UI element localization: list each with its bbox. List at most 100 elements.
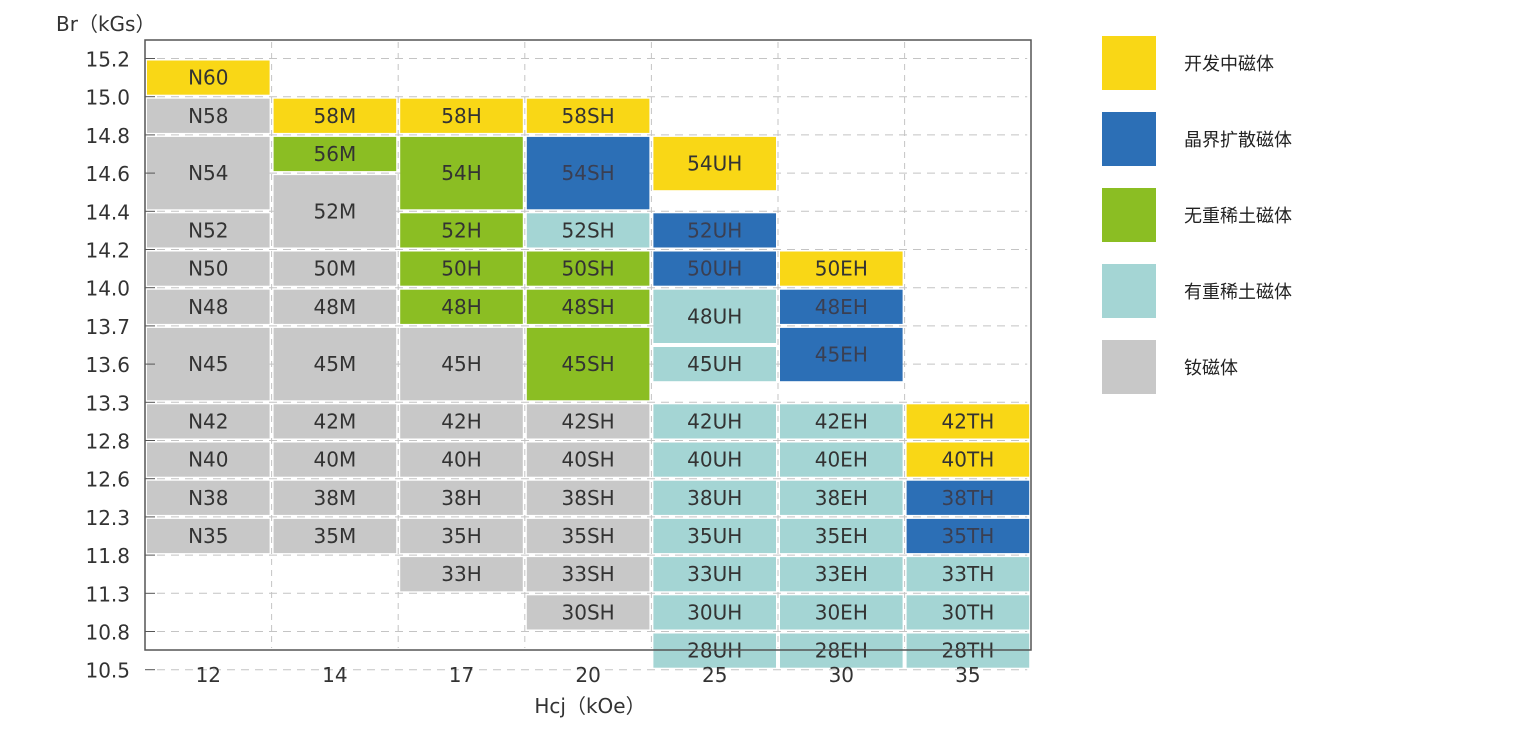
grade-cell: 38UH [653,480,776,515]
grade-label: 45SH [562,352,615,376]
grade-cell: 54UH [653,136,776,191]
grade-label: 38SH [562,486,615,510]
legend-label-nohre: 无重稀土磁体 [1184,206,1292,227]
grade-cell: 38TH [906,480,1030,515]
grade-cell: 45H [400,327,523,401]
x-tick-label: 17 [449,663,474,687]
grade-cell: 52UH [653,213,776,248]
grade-cell-rect [400,480,523,515]
x-axis-label: Hcj（kOe） [534,694,645,718]
grade-label: 52M [314,199,357,223]
legend-swatch-dev [1102,36,1156,90]
y-tick-label: 14.2 [85,239,130,263]
y-tick-label: 10.8 [85,621,130,645]
x-tick-label: 30 [829,663,854,687]
grade-label: 52H [441,218,482,242]
y-tick-label: 12.3 [85,506,130,530]
axis-ticks: 15.2 15.0 14.8 14.6 14.4 14.2 14.0 13.7 13.6 13.3… [85,48,980,688]
plot-frame [144,39,1032,651]
legend-swatch-gbd [1102,112,1156,166]
grade-label: 40H [441,448,482,472]
grade-cell-rect [147,480,270,515]
grade-label: 40M [314,448,357,472]
grade-label: 52SH [562,218,615,242]
grade-label: 58M [314,104,357,128]
grade-label: 50UH [687,257,742,281]
grade-cell: N45 [147,327,270,401]
grade-cell-rect [906,595,1030,630]
grade-label: 33EH [815,562,868,586]
y-tick-label: 13.7 [85,315,130,339]
grade-cell: 42UH [653,404,776,439]
grade-cell-rect [906,518,1030,554]
grade-cell-rect [526,442,650,477]
legend-swatch-hre [1102,264,1156,318]
grade-cell-rect [653,251,776,286]
grade-cell: N35 [147,518,270,554]
grade-cell: 30UH [653,595,776,630]
grade-cell-rect [780,327,903,382]
grade-label: 56M [314,142,357,166]
grade-label: 33SH [562,562,615,586]
grade-label: N48 [188,295,228,319]
grade-cell: N54 [147,136,270,210]
grade-cell-rect [780,518,903,554]
grade-label: 38H [441,486,482,510]
grade-cell-rect [273,251,397,286]
grade-label: 30SH [562,600,615,624]
grade-label: 35M [314,524,357,548]
grade-label: 50EH [815,257,868,281]
grade-cell: 38EH [780,480,903,515]
grade-cell: 52H [400,213,523,248]
grade-cell: 33TH [906,557,1030,592]
grade-cell: 40EH [780,442,903,477]
grade-cell-rect [400,518,523,554]
grade-cell-rect [273,518,397,554]
x-tick-label: 14 [322,663,347,687]
grade-label: 42EH [815,409,868,433]
grade-cell-rect [780,251,903,286]
grade-cell-rect [653,442,776,477]
grade-cell: 35SH [526,518,650,554]
y-tick-label: 15.2 [85,48,130,72]
grade-cell: 58H [400,98,523,133]
grade-cell-rect [906,480,1030,515]
grade-label: 33H [441,562,482,586]
grade-label: 48H [441,295,482,319]
grade-label: 54SH [562,161,615,185]
y-tick-label: 11.8 [85,544,130,568]
y-tick-label: 13.3 [85,391,130,415]
grade-cell-rect [653,404,776,439]
grade-cell: N40 [147,442,270,477]
y-tick-label: 13.6 [85,353,130,377]
grade-label: 40EH [815,448,868,472]
grade-cell: 48M [273,289,397,324]
grade-label: 45EH [815,343,868,367]
grade-cell: N52 [147,213,270,248]
grade-cell-rect [400,251,523,286]
grade-cell: N38 [147,480,270,515]
grade-cell: 52M [273,175,397,248]
grade-label: 45M [314,352,357,376]
y-tick-label: 14.4 [85,200,130,224]
grade-label: 48SH [562,295,615,319]
grade-cell-rect [147,251,270,286]
grade-cell: 40M [273,442,397,477]
legend-label-gbd: 晶界扩散磁体 [1184,130,1292,151]
grade-label: 45UH [687,352,742,376]
grade-cell-rect [526,98,650,133]
grade-cell-rect [147,98,270,133]
grade-cell-rect [653,347,776,382]
grade-cell-rect [780,289,903,324]
grade-label: 38M [314,486,357,510]
grade-cell: 40H [400,442,523,477]
y-tick-label: 14.8 [85,124,130,148]
grade-cell-rect [653,213,776,248]
grade-cell: 40TH [906,442,1030,477]
grade-cell-rect [906,404,1030,439]
grade-cell: 48SH [526,289,650,324]
grade-label: 38TH [942,486,995,510]
grade-label: 42SH [562,409,615,433]
grade-label: 50M [314,257,357,281]
grade-cell: 33EH [780,557,903,592]
